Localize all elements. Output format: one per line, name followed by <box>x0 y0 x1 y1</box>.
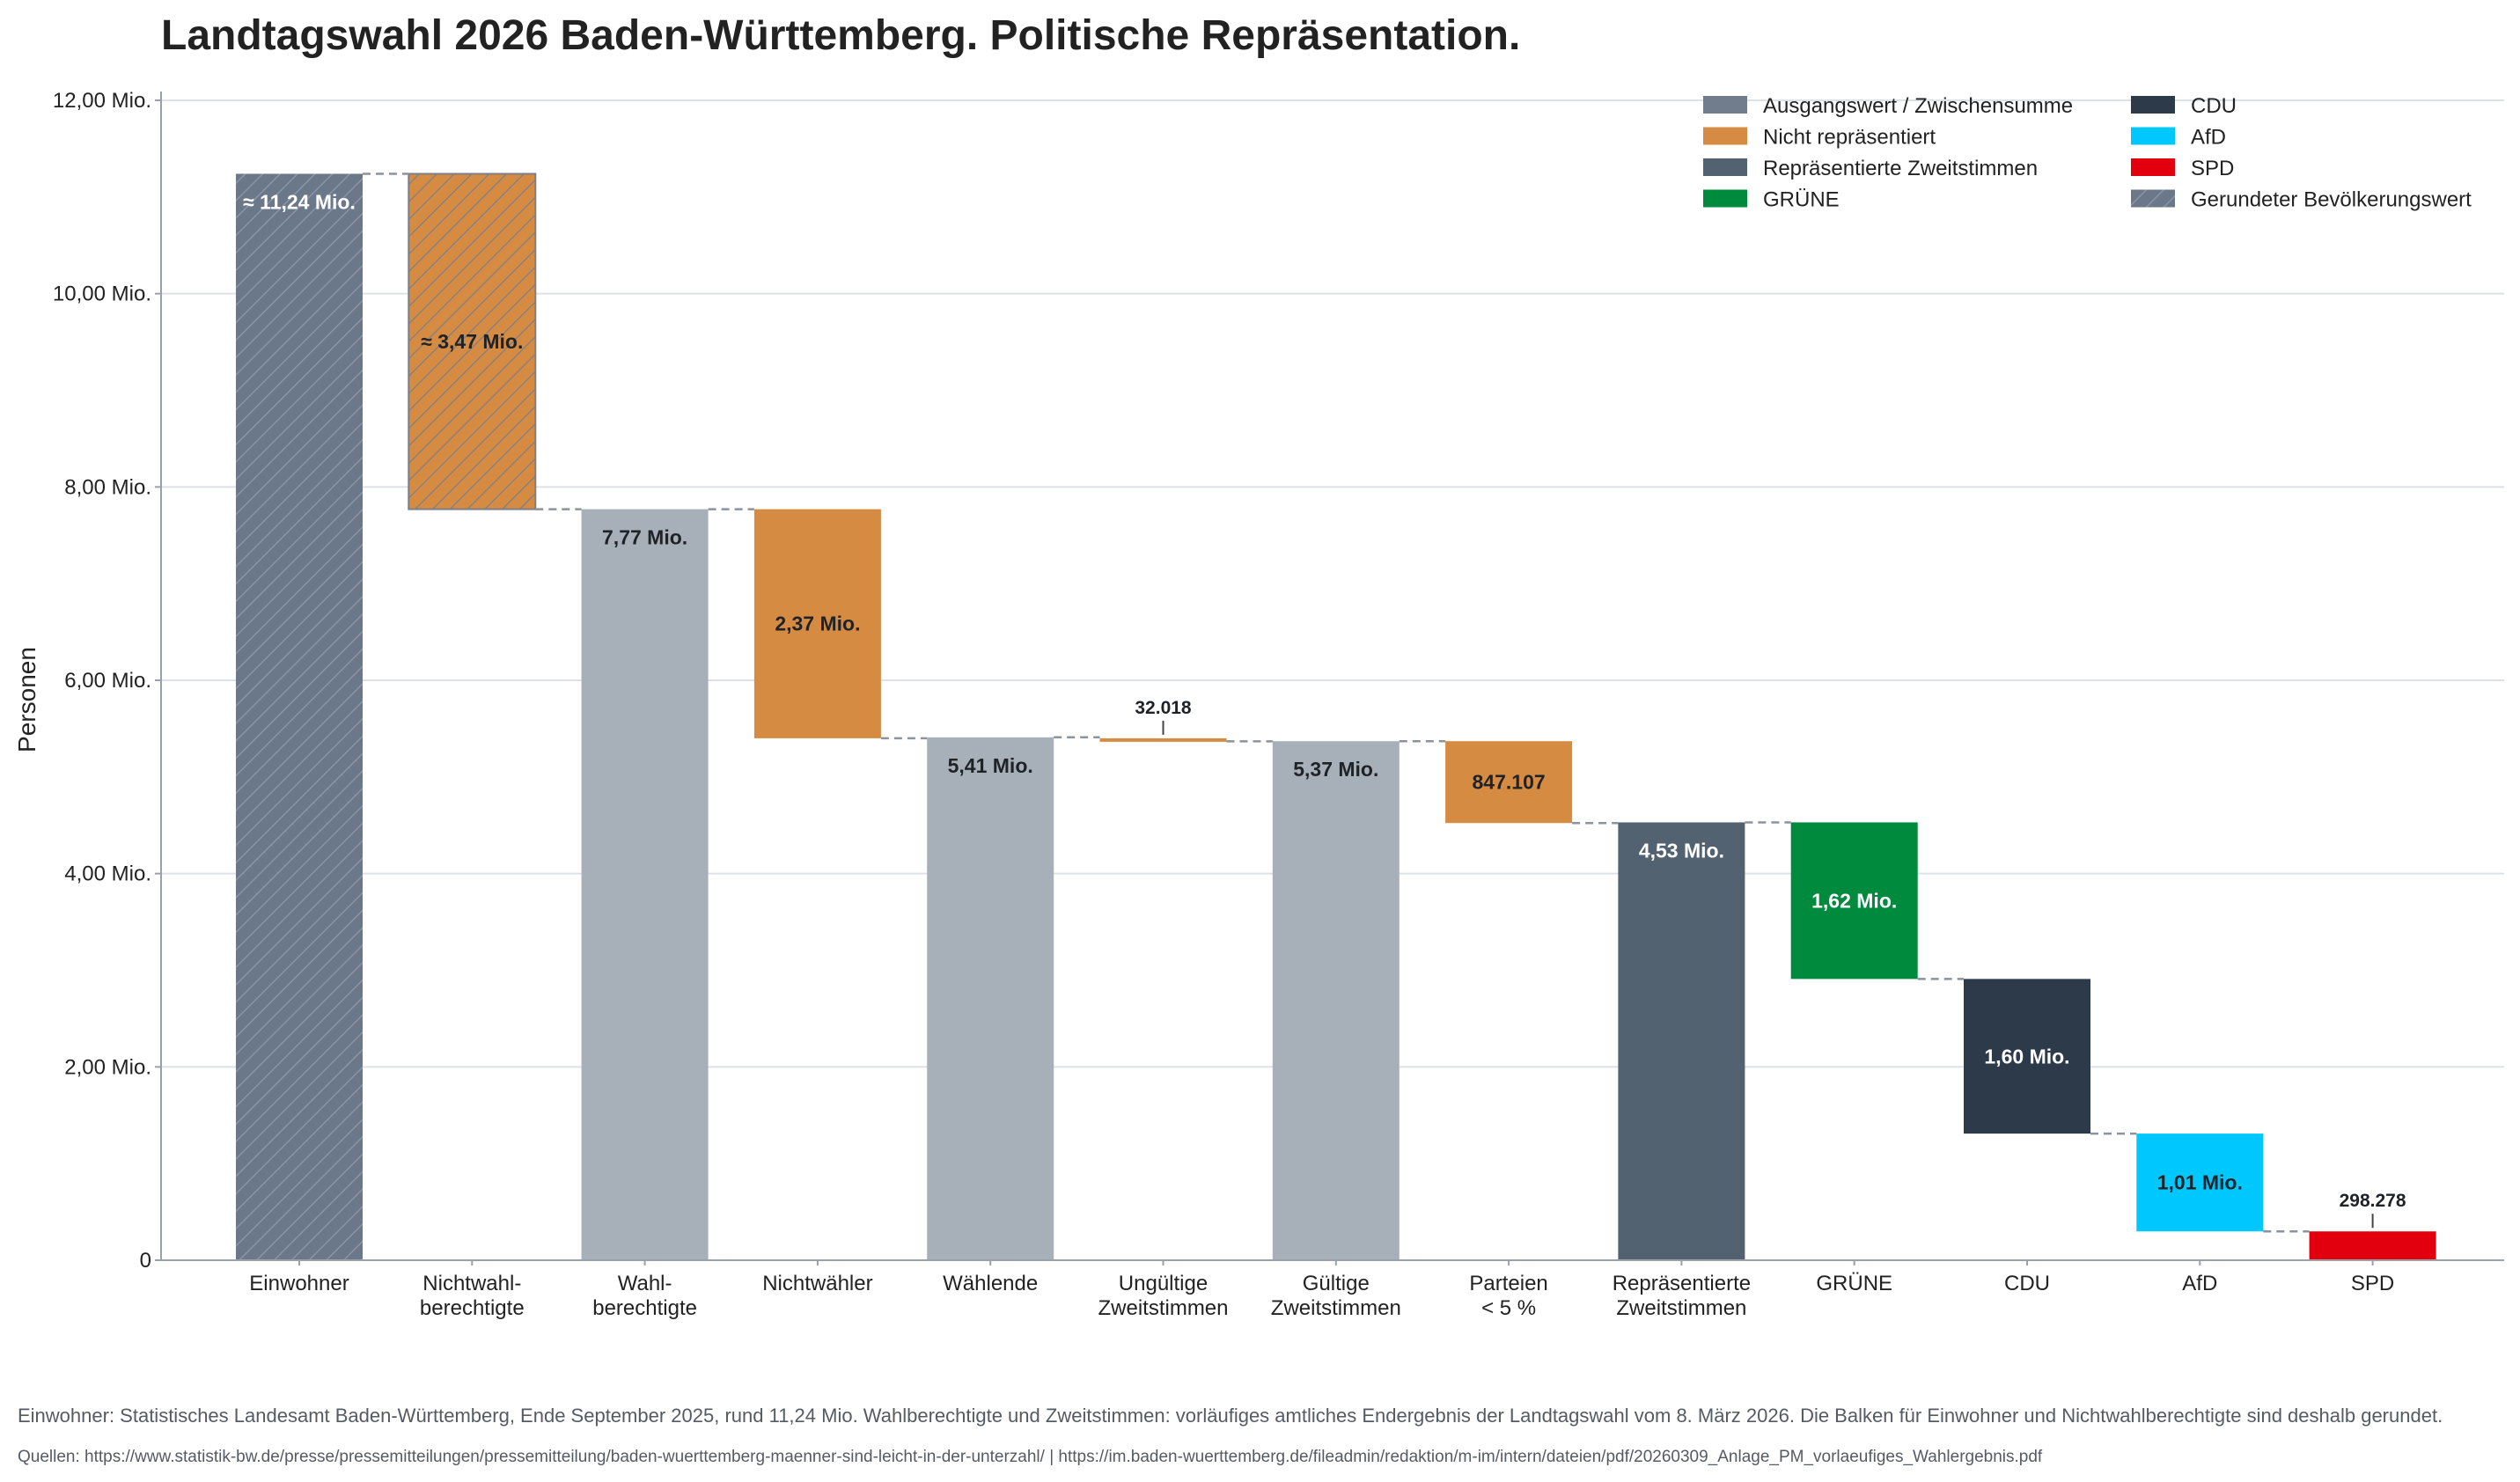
value-label: 4,53 Mio. <box>1639 839 1724 862</box>
bar <box>408 172 537 510</box>
x-tick-label: Gültige <box>1303 1272 1370 1295</box>
value-label: 298.278 <box>2340 1191 2406 1211</box>
legend-swatch <box>2131 96 2175 114</box>
value-label: ≈ 3,47 Mio. <box>421 330 523 353</box>
legend-label: GRÜNE <box>1763 188 1840 212</box>
bar <box>927 737 1054 1260</box>
bar <box>1099 737 1227 742</box>
y-tick-label: 0 <box>140 1249 151 1273</box>
x-tick-label: < 5 % <box>1481 1296 1536 1320</box>
legend-label: Gerundeter Bevölkerungswert <box>2191 188 2472 212</box>
x-tick-label: berechtigte <box>592 1296 697 1320</box>
bar <box>1964 979 2090 1134</box>
gridlines <box>161 99 2504 1068</box>
x-tick-label: Zweitstimmen <box>1271 1296 1401 1320</box>
x-tick-label: CDU <box>2004 1272 2050 1295</box>
y-tick-label: 4,00 Mio. <box>64 862 151 886</box>
value-label: 5,41 Mio. <box>948 754 1033 777</box>
bar <box>1272 741 1400 1260</box>
bar <box>1790 822 1918 979</box>
x-tick-label: Repräsentierte <box>1613 1272 1751 1295</box>
x-tick-label: Zweitstimmen <box>1098 1296 1228 1320</box>
legend-label: Nicht repräsentiert <box>1763 126 1936 150</box>
y-tick-label: 2,00 Mio. <box>64 1055 151 1079</box>
legend-label: CDU <box>2191 94 2237 118</box>
chart-title: Landtagswahl 2026 Baden-Württemberg. Pol… <box>161 12 1520 59</box>
x-tick-label: GRÜNE <box>1816 1272 1892 1295</box>
x-tick-label: Zweitstimmen <box>1616 1296 1746 1320</box>
value-label: 1,60 Mio. <box>1984 1045 2069 1067</box>
connectors <box>363 172 2310 1233</box>
footnote: Einwohner: Statistisches Landesamt Baden… <box>18 1405 2443 1427</box>
value-label: 32.018 <box>1135 698 1192 718</box>
y-tick-label: 6,00 Mio. <box>64 669 151 693</box>
x-tick-label: Wählende <box>943 1272 1038 1295</box>
legend-swatch <box>2131 189 2175 208</box>
bar <box>581 509 709 1260</box>
value-label: 2,37 Mio. <box>775 613 860 635</box>
legend-label: SPD <box>2191 157 2234 180</box>
value-labels: ≈ 11,24 Mio. ≈ 3,47 Mio. 7,77 Mio. 2,37 Mio… <box>243 190 2406 1229</box>
x-tick-label: Wahl- <box>618 1272 672 1295</box>
x-tick-label: SPD <box>2351 1272 2394 1295</box>
value-label: 1,01 Mio. <box>2157 1171 2243 1194</box>
bar <box>1618 822 1745 1260</box>
x-tick-label: Einwohner <box>249 1272 349 1295</box>
y-tick-label: 10,00 Mio. <box>53 282 151 306</box>
legend-label: Repräsentierte Zweitstimmen <box>1763 157 2038 180</box>
legend-swatch <box>1703 127 1747 145</box>
x-tick-label: Nichtwahl- <box>422 1272 521 1295</box>
bar <box>753 509 881 738</box>
x-tick-label: berechtigte <box>420 1296 525 1320</box>
bar <box>2309 1231 2436 1260</box>
x-tick-label: AfD <box>2182 1272 2217 1295</box>
axes: 0 2,00 Mio. 4,00 Mio. 6,00 Mio. 8,00 Mio. 10,… <box>53 89 2504 1320</box>
x-tick-label: Nichtwähler <box>762 1272 872 1295</box>
legend: Ausgangswert / Zwischensumme Nicht repräs… <box>1703 94 2472 212</box>
legend-swatch <box>1703 96 1747 114</box>
legend-swatch <box>2131 158 2175 176</box>
legend-label: Ausgangswert / Zwischensumme <box>1763 94 2073 118</box>
legend-swatch <box>2131 127 2175 145</box>
bar <box>236 173 363 1260</box>
legend-swatch <box>1703 158 1747 176</box>
legend-swatch <box>1703 189 1747 208</box>
legend-label: AfD <box>2191 126 2226 150</box>
y-axis-label: Personen <box>13 647 40 752</box>
x-tick-label: Ungültige <box>1119 1272 1208 1295</box>
value-label: 847.107 <box>1473 771 1546 794</box>
value-label: ≈ 11,24 Mio. <box>243 190 356 213</box>
bars <box>236 172 2436 1260</box>
value-label: 1,62 Mio. <box>1811 889 1897 912</box>
bar <box>1445 741 1573 824</box>
bar <box>2136 1134 2264 1232</box>
y-tick-label: 8,00 Mio. <box>64 475 151 499</box>
sources-note: Quellen: https://www.statistik-bw.de/pre… <box>18 1448 2043 1466</box>
x-tick-label: Parteien <box>1469 1272 1547 1295</box>
y-tick-label: 12,00 Mio. <box>53 89 151 113</box>
value-label: 7,77 Mio. <box>602 526 687 549</box>
value-label: 5,37 Mio. <box>1293 758 1378 781</box>
